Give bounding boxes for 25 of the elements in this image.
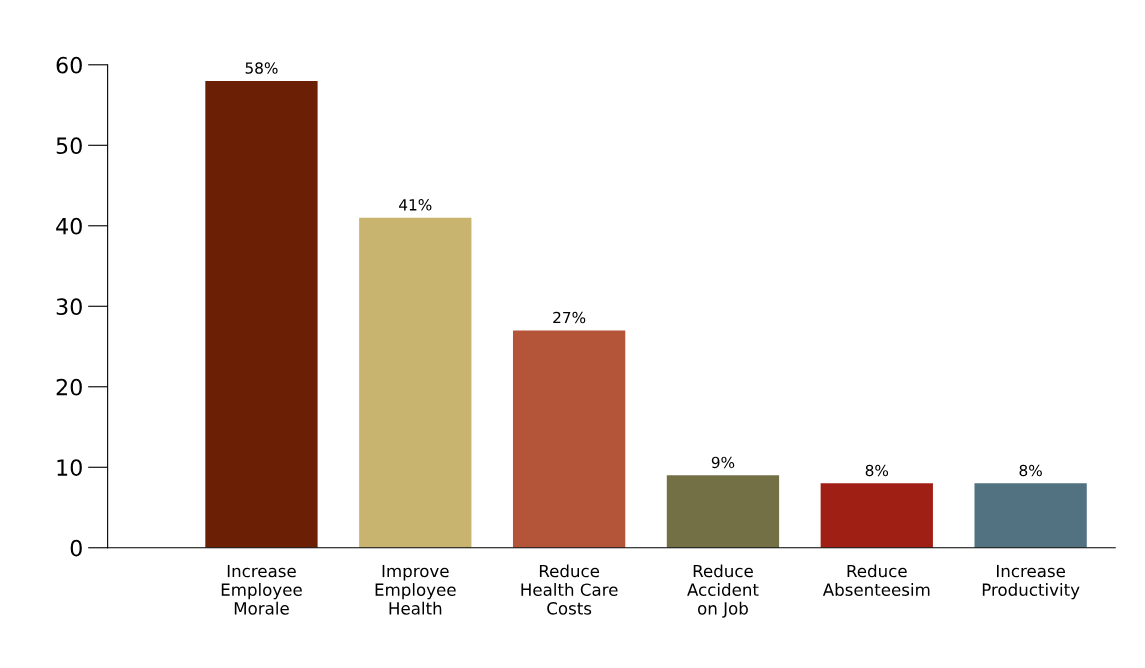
y-tick-label: 40 — [56, 217, 82, 235]
x-tick-label: Improve Employee Health — [375, 564, 456, 615]
bar — [974, 483, 1087, 548]
x-tick-label: Reduce Absenteesim — [822, 564, 930, 596]
data-label: 8% — [865, 464, 889, 477]
data-label: 9% — [711, 456, 735, 469]
bar — [512, 330, 626, 548]
data-label: 27% — [553, 311, 586, 324]
bar — [359, 217, 472, 548]
bar — [666, 475, 780, 548]
y-tick-label: 20 — [56, 378, 82, 396]
y-tick-label: 50 — [56, 137, 82, 155]
x-tick-label: Increase Employee Morale — [221, 564, 302, 615]
data-label: 41% — [399, 199, 432, 211]
y-tick-label: 10 — [57, 459, 82, 477]
data-label: 58% — [245, 62, 278, 74]
x-tick-label: Increase Productivity — [982, 564, 1080, 600]
data-label: 8% — [1019, 464, 1042, 477]
y-tick-label: 30 — [56, 298, 82, 316]
x-tick-label: Reduce Health Care Costs — [521, 564, 618, 615]
y-tick-label: 60 — [56, 56, 82, 74]
bar — [205, 80, 318, 548]
x-tick-label: Reduce Accident on Job — [687, 564, 759, 618]
bar — [820, 483, 933, 548]
y-tick-label: 0 — [70, 539, 82, 557]
